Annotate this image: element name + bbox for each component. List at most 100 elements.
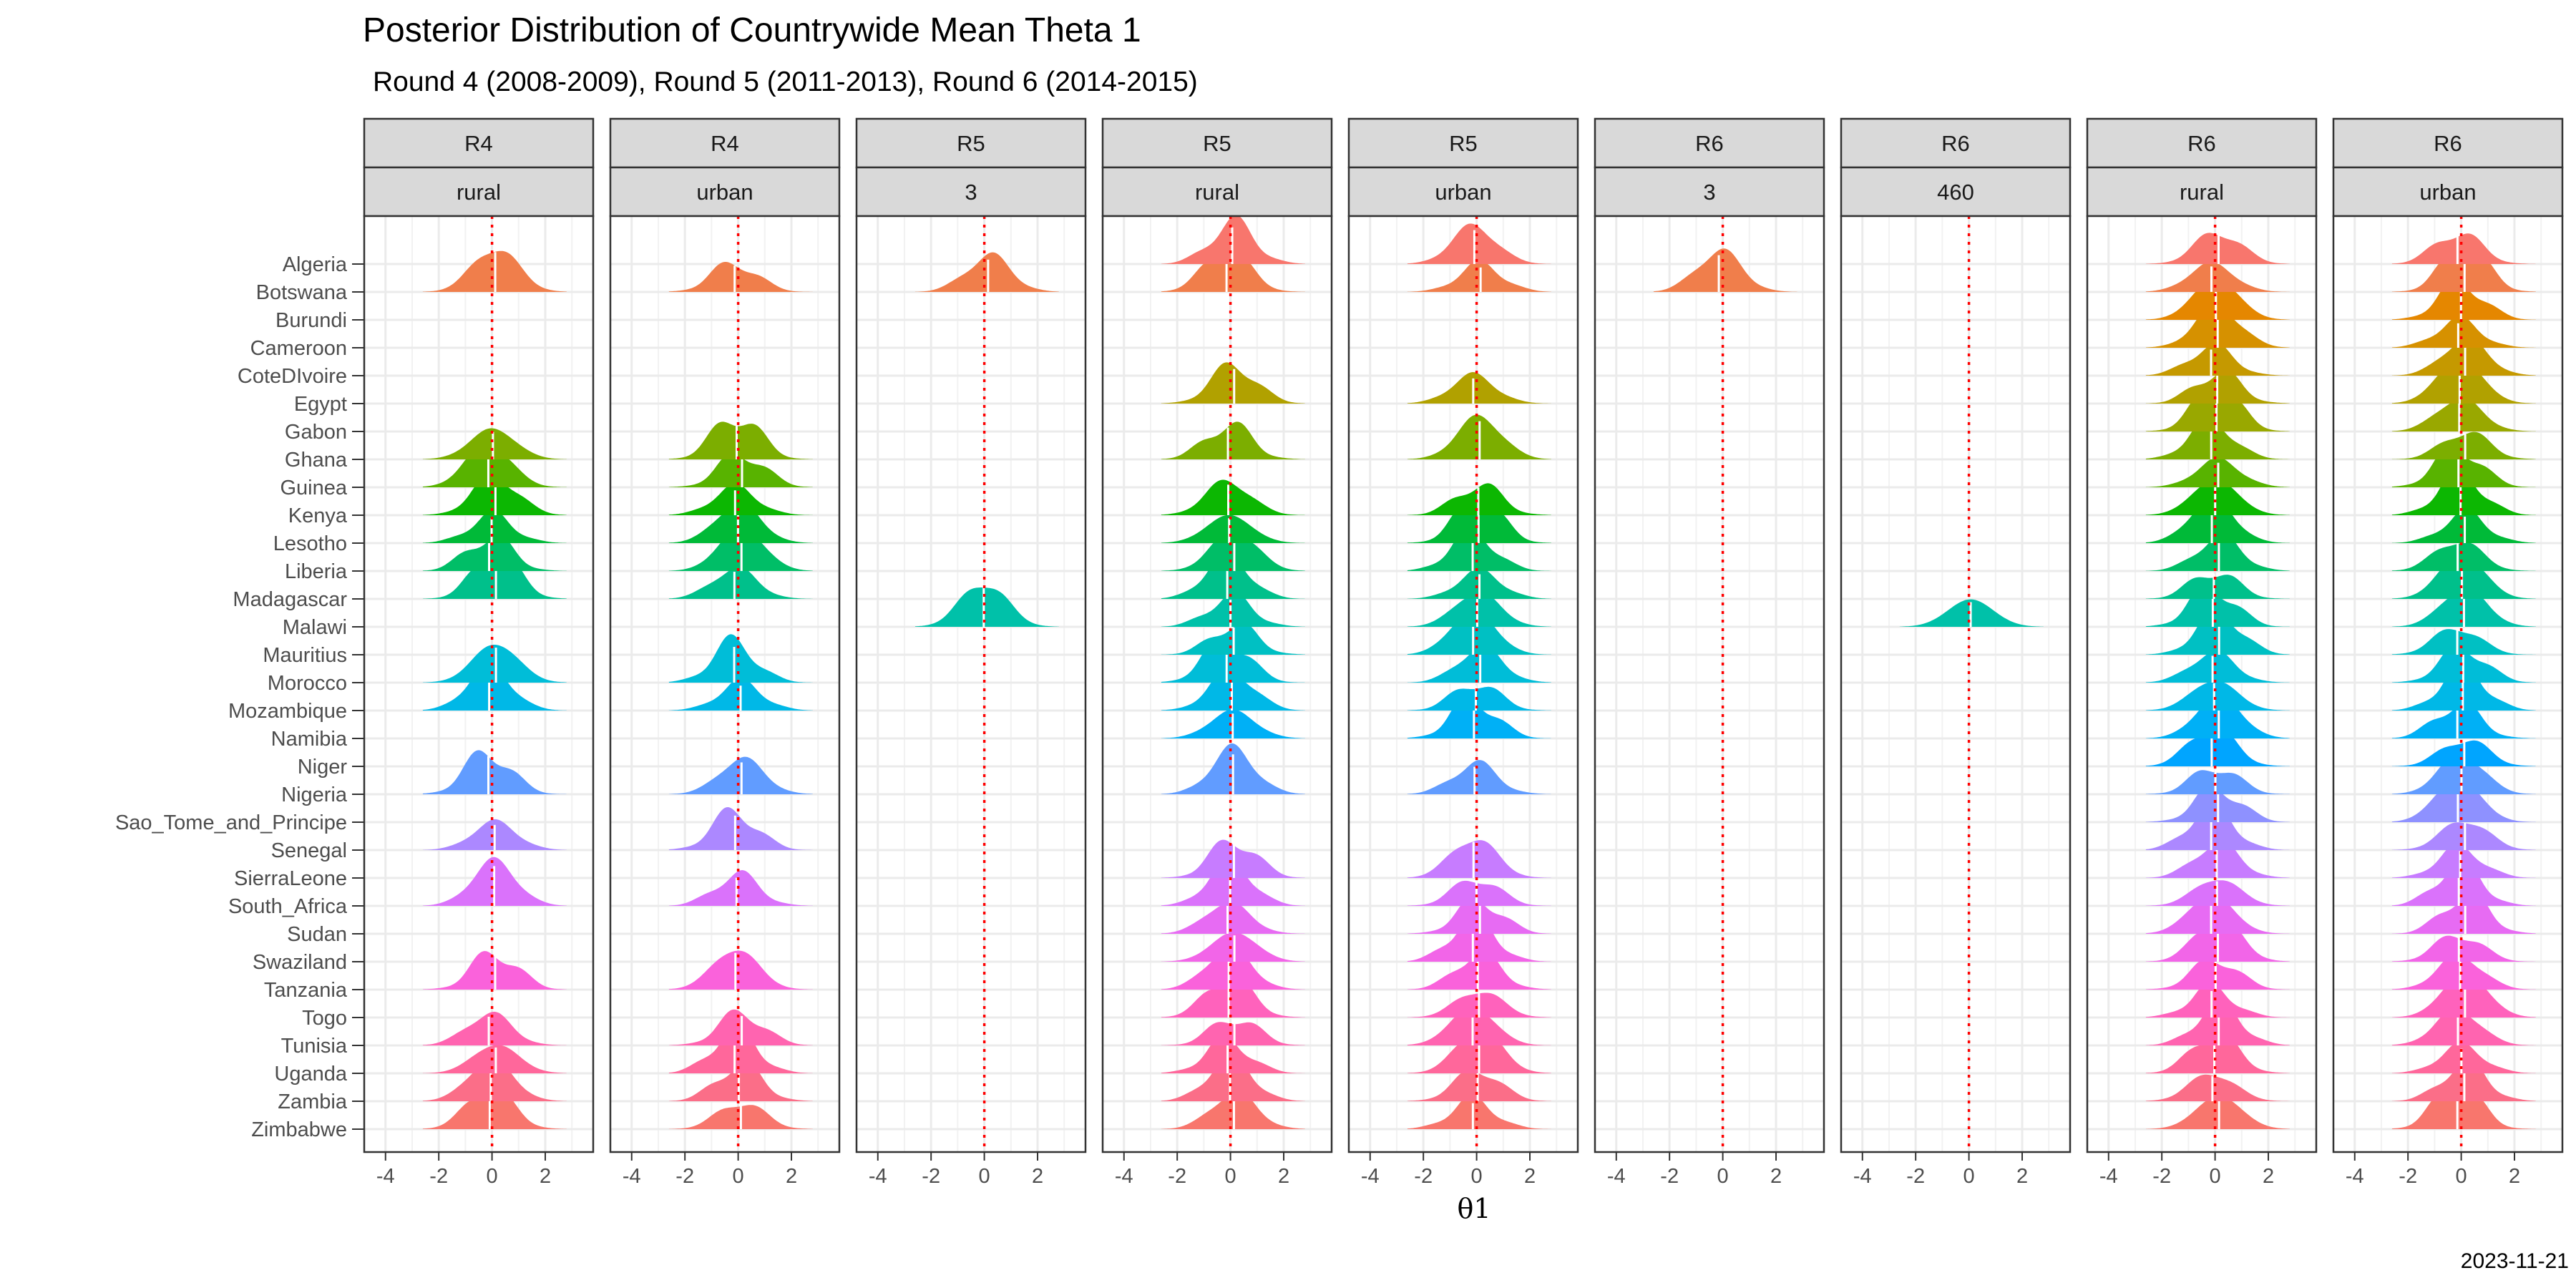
- facet-strip-label: R5: [957, 131, 985, 156]
- x-tick-label: -2: [1168, 1165, 1186, 1188]
- facet-strip-label: 3: [965, 180, 977, 205]
- ridge-density: [2145, 680, 2290, 711]
- country-label: Uganda: [274, 1063, 347, 1085]
- x-tick-label: 0: [1963, 1165, 1975, 1188]
- x-tick-label: 0: [2210, 1165, 2221, 1188]
- country-label: Senegal: [271, 839, 347, 862]
- ridge-density: [1407, 760, 1551, 794]
- facet-strip-label: R4: [711, 131, 739, 156]
- ridge-density: [2391, 315, 2536, 348]
- ridge-density: [1161, 1022, 1305, 1045]
- ridge-density: [2145, 981, 2290, 1018]
- ridge-density: [2391, 889, 2536, 934]
- ridge-density: [668, 262, 813, 292]
- ridge-density: [668, 502, 813, 543]
- country-label: South_Africa: [228, 895, 348, 918]
- country-label: Malawi: [283, 616, 347, 639]
- x-tick-label: -2: [2152, 1165, 2171, 1188]
- chart-subtitle: Round 4 (2008-2009), Round 5 (2011-2013)…: [373, 67, 1198, 97]
- ridge-density: [1161, 590, 1305, 627]
- ridge-density: [2145, 261, 2290, 292]
- x-tick-label: -4: [1115, 1165, 1133, 1188]
- facet-strip-label: 3: [1703, 180, 1715, 205]
- ridge-density: [2391, 233, 2536, 264]
- ridge-density: [2145, 1096, 2290, 1129]
- ridge-density: [2145, 415, 2290, 459]
- x-tick-label: 0: [487, 1165, 498, 1188]
- x-tick-label: -4: [1361, 1165, 1380, 1188]
- ridge-density: [2391, 397, 2536, 431]
- ridge-density: [1407, 525, 1551, 571]
- ridge-density: [2391, 755, 2536, 794]
- ridge-density: [1161, 533, 1305, 571]
- ridge-density: [668, 566, 813, 599]
- ridge-density: [2145, 583, 2290, 627]
- facet-panel: R5 rural -4 -2 0 2: [1101, 117, 1333, 1188]
- x-tick-label: 2: [1032, 1165, 1043, 1188]
- x-tick-label: -4: [869, 1165, 887, 1188]
- ridge-density: [668, 950, 813, 990]
- ridge-density: [1161, 548, 1305, 599]
- ridge-density: [422, 661, 567, 711]
- country-label: Lesotho: [273, 532, 347, 555]
- ridge-density: [2145, 342, 2290, 376]
- ridge-density: [2391, 1093, 2536, 1129]
- country-label: CoteDIvoire: [238, 365, 347, 388]
- x-tick-label: -2: [1906, 1165, 1925, 1188]
- ridge-density: [422, 1011, 567, 1045]
- ridge-density: [1407, 592, 1551, 627]
- ridge-density: [2391, 336, 2536, 376]
- ridge-density: [2391, 822, 2536, 850]
- ridge-density: [2145, 479, 2290, 515]
- ridge-density: [2145, 770, 2290, 794]
- ridge-density: [2145, 894, 2290, 934]
- ridge-density: [2145, 959, 2290, 990]
- ridge-density: [1161, 514, 1305, 543]
- ridge-density: [914, 587, 1059, 627]
- x-tick-label: -2: [429, 1165, 448, 1188]
- facet-strip-label: R5: [1449, 131, 1478, 156]
- x-tick-label: 0: [1225, 1165, 1236, 1188]
- facet-strip-label: urban: [1435, 180, 1491, 205]
- ridge-density: [1407, 880, 1551, 906]
- country-label: Ghana: [285, 449, 348, 472]
- ridge-density: [914, 252, 1059, 292]
- ridge-density: [422, 509, 567, 543]
- ridge-density: [1653, 248, 1797, 292]
- facet-strip-label: R6: [2187, 131, 2216, 156]
- x-tick-label: 2: [2016, 1165, 2028, 1188]
- facet-strip-label: R5: [1203, 131, 1231, 156]
- x-tick-label: 2: [2509, 1165, 2520, 1188]
- country-label: Namibia: [271, 728, 348, 751]
- x-tick-label: -2: [1414, 1165, 1433, 1188]
- x-tick-label: -4: [623, 1165, 641, 1188]
- ridge-density: [1161, 1033, 1305, 1073]
- ridge-density: [2145, 796, 2290, 850]
- facet-panel: R6 3 -4 -2 0 2: [1594, 117, 1825, 1188]
- facet-panel: R6 urban -4 -2 0 2: [2332, 117, 2564, 1188]
- ridge-density: [2391, 1041, 2536, 1073]
- country-label: Niger: [298, 756, 348, 779]
- country-label: Gabon: [285, 421, 347, 444]
- ridge-density: [2145, 650, 2290, 683]
- country-label: Guinea: [280, 477, 347, 499]
- ridge-density: [2145, 494, 2290, 543]
- ridge-density: [2391, 972, 2536, 1018]
- x-tick-label: -4: [2346, 1165, 2364, 1188]
- x-tick-label: -2: [1660, 1165, 1679, 1188]
- facet-strip-label: urban: [2419, 180, 2476, 205]
- x-tick-label: 2: [2263, 1165, 2274, 1188]
- x-axis-label: θ1: [1457, 1193, 1491, 1224]
- ridge-density: [1161, 943, 1305, 990]
- ridge-density: [2391, 854, 2536, 906]
- country-label: Burundi: [275, 309, 347, 332]
- ridge-density: [668, 807, 813, 850]
- ridge-density: [668, 421, 813, 459]
- country-labels: Algeria Botswana Burundi Cameroon CoteDIvoir…: [115, 253, 364, 1141]
- x-tick-label: 2: [1278, 1165, 1289, 1188]
- country-label: Madagascar: [233, 588, 347, 611]
- country-label: Botswana: [256, 281, 348, 304]
- ridge-density: [2391, 629, 2536, 655]
- chart-title: Posterior Distribution of Countrywide Me…: [363, 11, 1141, 49]
- ridge-density: [1407, 259, 1551, 292]
